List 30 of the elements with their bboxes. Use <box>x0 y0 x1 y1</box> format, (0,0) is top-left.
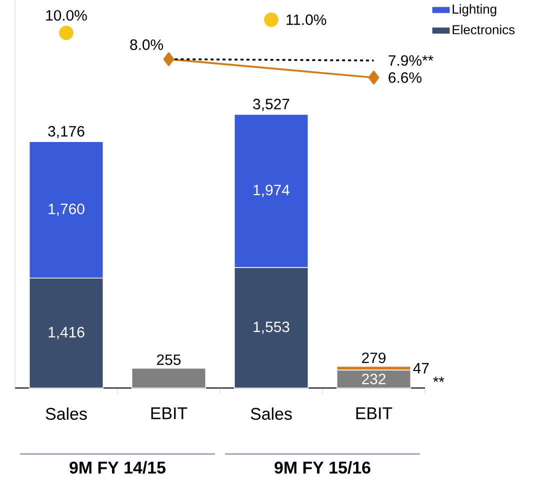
point <box>163 52 174 66</box>
data-label: 10.0% <box>46 10 87 21</box>
data-label: 1,974 <box>254 184 290 198</box>
data-label: 8.0% <box>130 39 164 50</box>
point <box>264 12 278 27</box>
total-label: 3,176 <box>48 126 84 138</box>
data-label: 1,760 <box>48 204 84 216</box>
x-tick-label: EBIT <box>356 407 392 420</box>
data-label: 1,416 <box>48 326 84 340</box>
bar <box>131 368 206 388</box>
data-label: 11.0% <box>286 14 326 26</box>
text: 9M FY 15/16 <box>274 461 370 474</box>
legend-label: Electronics <box>452 24 515 34</box>
data-label: 1,553 <box>254 322 290 334</box>
point <box>368 70 380 84</box>
x-tick-label: EBIT <box>151 407 188 420</box>
data-label: 47 <box>413 363 429 374</box>
data-label: 7.9%** <box>388 55 434 66</box>
point <box>59 26 74 40</box>
legend-label: Lighting <box>452 4 496 16</box>
x-tick-label: Sales <box>46 407 87 420</box>
bar <box>336 370 412 388</box>
text: ** <box>433 376 444 382</box>
total-label: 3,527 <box>253 98 290 112</box>
data-label: 6.6% <box>388 72 422 83</box>
total-label: 255 <box>157 354 181 366</box>
text: 9M FY 14/15 <box>70 461 166 474</box>
x-tick-label: Sales <box>250 407 292 420</box>
data-label: 232 <box>362 374 386 384</box>
total-label: 279 <box>362 352 386 364</box>
